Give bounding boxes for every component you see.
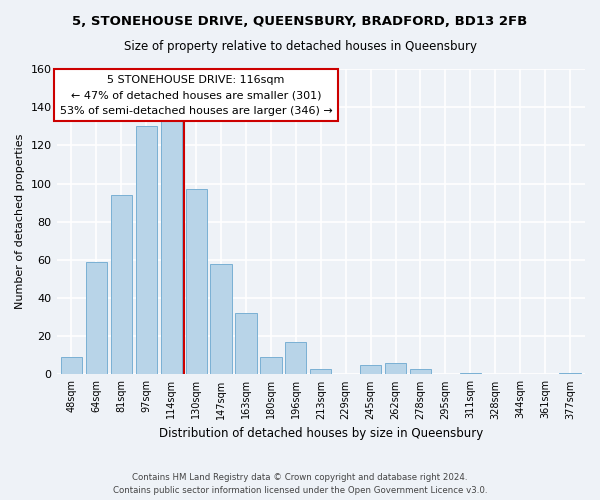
- Bar: [410, 368, 431, 374]
- Bar: [260, 358, 281, 374]
- Y-axis label: Number of detached properties: Number of detached properties: [15, 134, 25, 310]
- Text: 5 STONEHOUSE DRIVE: 116sqm
← 47% of detached houses are smaller (301)
53% of sem: 5 STONEHOUSE DRIVE: 116sqm ← 47% of deta…: [60, 74, 332, 116]
- Bar: [310, 368, 331, 374]
- Bar: [285, 342, 307, 374]
- Bar: [559, 372, 581, 374]
- Text: Contains HM Land Registry data © Crown copyright and database right 2024.
Contai: Contains HM Land Registry data © Crown c…: [113, 474, 487, 495]
- Bar: [235, 314, 257, 374]
- Bar: [385, 363, 406, 374]
- Bar: [161, 120, 182, 374]
- Text: Size of property relative to detached houses in Queensbury: Size of property relative to detached ho…: [124, 40, 476, 53]
- Bar: [61, 358, 82, 374]
- Bar: [360, 365, 381, 374]
- Bar: [86, 262, 107, 374]
- Text: 5, STONEHOUSE DRIVE, QUEENSBURY, BRADFORD, BD13 2FB: 5, STONEHOUSE DRIVE, QUEENSBURY, BRADFOR…: [73, 15, 527, 28]
- X-axis label: Distribution of detached houses by size in Queensbury: Distribution of detached houses by size …: [158, 427, 483, 440]
- Bar: [111, 195, 132, 374]
- Bar: [136, 126, 157, 374]
- Bar: [211, 264, 232, 374]
- Bar: [460, 372, 481, 374]
- Bar: [185, 190, 207, 374]
